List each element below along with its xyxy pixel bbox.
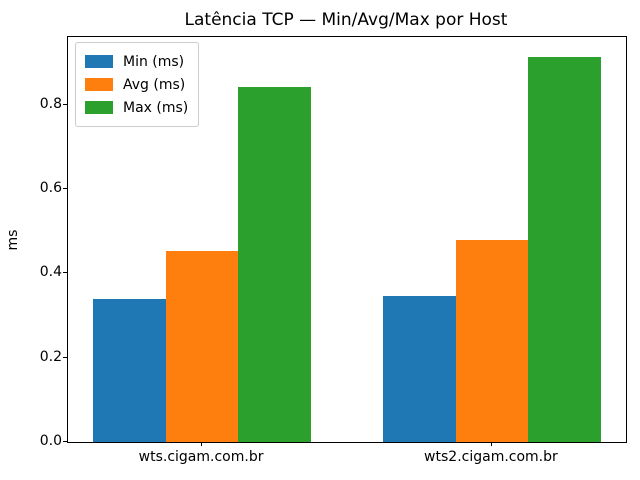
legend-color-swatch — [85, 78, 113, 91]
y-tick-mark — [63, 272, 67, 274]
y-tick-label: 0.8 — [39, 95, 62, 112]
plot-area: Min (ms) Avg (ms) Max (ms) — [67, 36, 627, 443]
legend-color-swatch — [85, 101, 113, 114]
y-tick-mark — [63, 441, 67, 442]
legend-label: Avg (ms) — [123, 76, 186, 93]
x-tick-mark — [201, 442, 203, 446]
y-tick-mark — [63, 187, 67, 189]
bar-avg-1 — [165, 250, 239, 442]
legend-entry: Max (ms) — [85, 96, 188, 119]
bar-max-1 — [238, 87, 311, 442]
y-tick-label: 0.6 — [39, 179, 62, 196]
bar-min-1 — [93, 298, 166, 442]
legend-label: Max (ms) — [123, 99, 189, 116]
legend-entry: Min (ms) — [85, 50, 188, 73]
chart-title: Latência TCP — Min/Avg/Max por Host — [184, 10, 508, 30]
x-tick-label: wts.cigam.com.br — [138, 449, 264, 465]
bar-min-2 — [383, 296, 456, 442]
y-tick-label: 0.4 — [39, 264, 62, 281]
y-tick-mark — [63, 103, 67, 105]
legend-label: Min (ms) — [123, 53, 185, 70]
legend-entry: Avg (ms) — [85, 73, 188, 96]
legend-color-swatch — [85, 55, 113, 68]
y-tick-label: 0.0 — [39, 433, 62, 449]
y-axis-label: ms — [5, 229, 21, 251]
x-tick-mark — [490, 442, 492, 446]
bar-max-2 — [528, 57, 601, 442]
legend: Min (ms) Avg (ms) Max (ms) — [75, 42, 200, 127]
x-tick-label: wts2.cigam.com.br — [424, 449, 558, 465]
y-tick-label: 0.2 — [39, 348, 62, 365]
bar-avg-2 — [455, 239, 529, 442]
y-tick-mark — [63, 356, 67, 358]
